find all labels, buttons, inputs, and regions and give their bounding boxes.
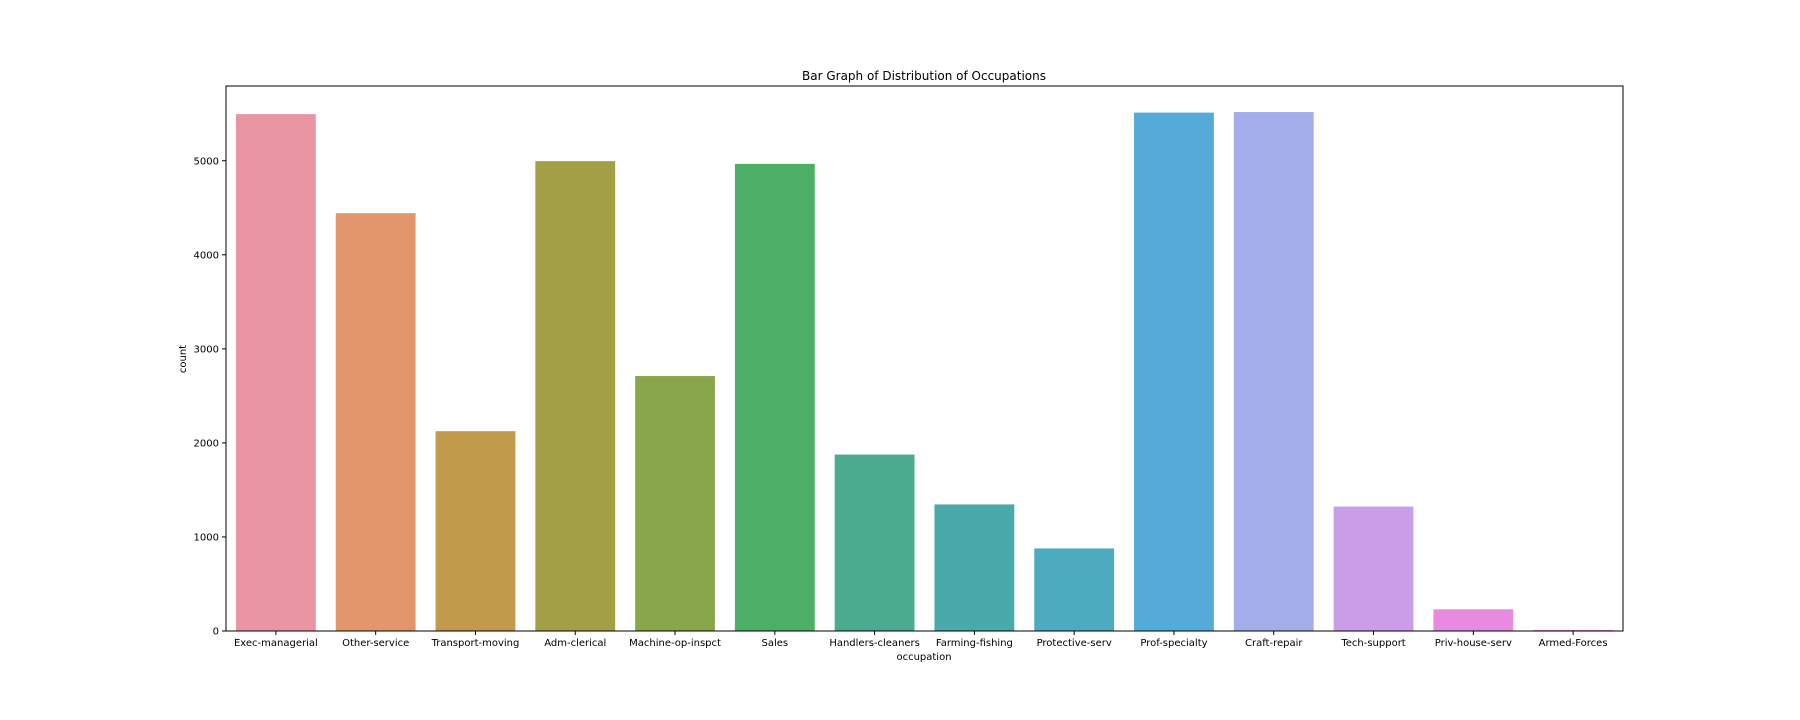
x-tick-label: Machine-op-inspct bbox=[629, 638, 721, 649]
x-axis-ticks: Exec-managerial Other-service Transport-mo… bbox=[234, 631, 1608, 649]
x-tick-label: Adm-clerical bbox=[544, 638, 606, 649]
x-tick-label: Exec-managerial bbox=[234, 638, 318, 649]
chart-title: Bar Graph of Distribution of Occupations bbox=[802, 69, 1046, 83]
bar-priv-house-serv bbox=[1433, 609, 1514, 631]
x-tick-label: Farming-fishing bbox=[936, 638, 1013, 649]
x-tick-label: Sales bbox=[762, 638, 789, 649]
y-tick-label: 2000 bbox=[194, 438, 219, 449]
bar-transport-moving bbox=[435, 431, 516, 631]
y-tick-label: 4000 bbox=[194, 250, 219, 261]
x-tick-label: Handlers-cleaners bbox=[829, 638, 920, 649]
y-tick-label: 0 bbox=[213, 627, 219, 638]
y-tick-label: 1000 bbox=[194, 532, 219, 543]
bar-tech-support bbox=[1333, 506, 1414, 631]
x-tick-label: Prof-specialty bbox=[1140, 638, 1207, 649]
bar-craft-repair bbox=[1233, 112, 1314, 631]
bar-prof-specialty bbox=[1134, 112, 1214, 632]
x-tick-label: Other-service bbox=[342, 638, 409, 649]
bar-sales bbox=[734, 163, 815, 631]
bar-exec-managerial bbox=[235, 114, 316, 631]
y-tick-label: 3000 bbox=[194, 344, 219, 355]
bar-armed-forces bbox=[1533, 629, 1614, 631]
x-axis-label: occupation bbox=[896, 652, 951, 663]
bar-farming-fishing bbox=[934, 504, 1015, 631]
x-tick-label: Craft-repair bbox=[1245, 638, 1303, 649]
y-axis-ticks: 0 1000 2000 3000 4000 5000 bbox=[194, 156, 226, 638]
x-tick-label: Armed-Forces bbox=[1539, 638, 1608, 649]
bar-handlers-cleaners bbox=[834, 454, 915, 631]
bar-machine-op-inspct bbox=[635, 376, 715, 631]
bars-group bbox=[235, 112, 1614, 632]
x-tick-label: Transport-moving bbox=[431, 638, 520, 649]
y-tick-label: 5000 bbox=[194, 156, 219, 167]
x-tick-label: Priv-house-serv bbox=[1435, 638, 1512, 649]
bar-adm-clerical bbox=[535, 161, 616, 631]
x-tick-label: Protective-serv bbox=[1037, 638, 1112, 649]
bar-other-service bbox=[335, 213, 416, 631]
plot-frame bbox=[225, 85, 1624, 632]
y-axis-label: count bbox=[178, 345, 189, 373]
bar-protective-serv bbox=[1034, 548, 1115, 631]
x-tick-label: Tech-support bbox=[1340, 638, 1405, 649]
